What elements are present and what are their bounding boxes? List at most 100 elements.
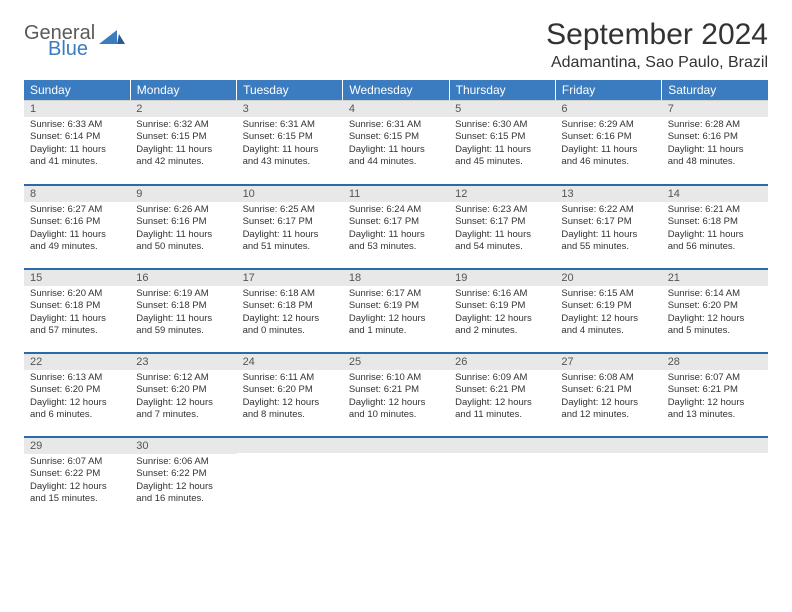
daylight-text: Daylight: 12 hours and 7 minutes. bbox=[136, 397, 230, 422]
calendar-day-cell: 5Sunrise: 6:30 AMSunset: 6:15 PMDaylight… bbox=[449, 100, 555, 184]
sunrise-text: Sunrise: 6:25 AM bbox=[243, 204, 337, 216]
day-details: Sunrise: 6:22 AMSunset: 6:17 PMDaylight:… bbox=[555, 202, 661, 259]
day-number: 24 bbox=[237, 352, 343, 370]
day-details: Sunrise: 6:28 AMSunset: 6:16 PMDaylight:… bbox=[662, 117, 768, 174]
weekday-header: Friday bbox=[555, 80, 661, 100]
calendar-day-cell: 13Sunrise: 6:22 AMSunset: 6:17 PMDayligh… bbox=[555, 184, 661, 268]
sunset-text: Sunset: 6:16 PM bbox=[561, 131, 655, 143]
day-number: 29 bbox=[24, 436, 130, 454]
day-details: Sunrise: 6:07 AMSunset: 6:22 PMDaylight:… bbox=[24, 454, 130, 511]
day-number: 14 bbox=[662, 184, 768, 202]
day-number: 15 bbox=[24, 268, 130, 286]
day-number: 10 bbox=[237, 184, 343, 202]
calendar-week-row: 29Sunrise: 6:07 AMSunset: 6:22 PMDayligh… bbox=[24, 436, 768, 520]
daylight-text: Daylight: 11 hours and 56 minutes. bbox=[668, 229, 762, 254]
daylight-text: Daylight: 11 hours and 50 minutes. bbox=[136, 229, 230, 254]
day-details: Sunrise: 6:20 AMSunset: 6:18 PMDaylight:… bbox=[24, 286, 130, 343]
calendar-day-cell: 15Sunrise: 6:20 AMSunset: 6:18 PMDayligh… bbox=[24, 268, 130, 352]
sunrise-text: Sunrise: 6:07 AM bbox=[668, 372, 762, 384]
sunrise-text: Sunrise: 6:31 AM bbox=[243, 119, 337, 131]
weekday-header-row: Sunday Monday Tuesday Wednesday Thursday… bbox=[24, 80, 768, 100]
sunrise-text: Sunrise: 6:30 AM bbox=[455, 119, 549, 131]
sunrise-text: Sunrise: 6:19 AM bbox=[136, 288, 230, 300]
calendar-week-row: 22Sunrise: 6:13 AMSunset: 6:20 PMDayligh… bbox=[24, 352, 768, 436]
day-number: 17 bbox=[237, 268, 343, 286]
weekday-header: Tuesday bbox=[237, 80, 343, 100]
sunrise-text: Sunrise: 6:11 AM bbox=[243, 372, 337, 384]
daylight-text: Daylight: 12 hours and 5 minutes. bbox=[668, 313, 762, 338]
weekday-header: Wednesday bbox=[343, 80, 449, 100]
sunset-text: Sunset: 6:21 PM bbox=[349, 384, 443, 396]
calendar-day-cell: 2Sunrise: 6:32 AMSunset: 6:15 PMDaylight… bbox=[130, 100, 236, 184]
sunset-text: Sunset: 6:19 PM bbox=[561, 300, 655, 312]
calendar-day-cell: 30Sunrise: 6:06 AMSunset: 6:22 PMDayligh… bbox=[130, 436, 236, 520]
daylight-text: Daylight: 12 hours and 11 minutes. bbox=[455, 397, 549, 422]
calendar-day-cell: 26 Sunrise: 6:09 AMSunset: 6:21 PMDayligh… bbox=[449, 352, 555, 436]
day-number: 30 bbox=[130, 436, 236, 454]
sunrise-text: Sunrise: 6:09 AM bbox=[455, 372, 549, 384]
day-number: 20 bbox=[555, 268, 661, 286]
sunset-text: Sunset: 6:20 PM bbox=[668, 300, 762, 312]
daylight-text: Daylight: 12 hours and 1 minute. bbox=[349, 313, 443, 338]
sunset-text: Sunset: 6:17 PM bbox=[561, 216, 655, 228]
calendar-day-cell: 4Sunrise: 6:31 AMSunset: 6:15 PMDaylight… bbox=[343, 100, 449, 184]
sunrise-text: Sunrise: 6:12 AM bbox=[136, 372, 230, 384]
day-number: 21 bbox=[662, 268, 768, 286]
daylight-text: Daylight: 11 hours and 49 minutes. bbox=[30, 229, 124, 254]
day-number: 4 bbox=[343, 100, 449, 117]
empty-day bbox=[449, 436, 555, 453]
day-number: 26 bbox=[449, 352, 555, 370]
sunset-text: Sunset: 6:16 PM bbox=[668, 131, 762, 143]
day-number: 8 bbox=[24, 184, 130, 202]
sunrise-text: Sunrise: 6:22 AM bbox=[561, 204, 655, 216]
day-number: 22 bbox=[24, 352, 130, 370]
calendar-day-cell: 16Sunrise: 6:19 AMSunset: 6:18 PMDayligh… bbox=[130, 268, 236, 352]
sunset-text: Sunset: 6:17 PM bbox=[455, 216, 549, 228]
empty-day bbox=[555, 436, 661, 453]
day-number: 6 bbox=[555, 100, 661, 117]
daylight-text: Daylight: 12 hours and 8 minutes. bbox=[243, 397, 337, 422]
calendar-day-cell: 11Sunrise: 6:24 AMSunset: 6:17 PMDayligh… bbox=[343, 184, 449, 268]
sunset-text: Sunset: 6:17 PM bbox=[243, 216, 337, 228]
day-number: 2 bbox=[130, 100, 236, 117]
day-number: 1 bbox=[24, 100, 130, 117]
calendar-day-cell: 19Sunrise: 6:16 AMSunset: 6:19 PMDayligh… bbox=[449, 268, 555, 352]
sunset-text: Sunset: 6:20 PM bbox=[30, 384, 124, 396]
daylight-text: Daylight: 12 hours and 15 minutes. bbox=[30, 481, 124, 506]
day-details: Sunrise: 6:06 AMSunset: 6:22 PMDaylight:… bbox=[130, 454, 236, 511]
sunset-text: Sunset: 6:21 PM bbox=[455, 384, 549, 396]
logo: General Blue bbox=[24, 18, 125, 58]
sunrise-text: Sunrise: 6:21 AM bbox=[668, 204, 762, 216]
calendar-day-cell: 8Sunrise: 6:27 AMSunset: 6:16 PMDaylight… bbox=[24, 184, 130, 268]
day-number: 9 bbox=[130, 184, 236, 202]
daylight-text: Daylight: 11 hours and 59 minutes. bbox=[136, 313, 230, 338]
sunset-text: Sunset: 6:15 PM bbox=[243, 131, 337, 143]
daylight-text: Daylight: 12 hours and 0 minutes. bbox=[243, 313, 337, 338]
daylight-text: Daylight: 11 hours and 57 minutes. bbox=[30, 313, 124, 338]
day-number: 19 bbox=[449, 268, 555, 286]
day-details: Sunrise: 6:26 AMSunset: 6:16 PMDaylight:… bbox=[130, 202, 236, 259]
sunrise-text: Sunrise: 6:20 AM bbox=[30, 288, 124, 300]
calendar-table: Sunday Monday Tuesday Wednesday Thursday… bbox=[24, 80, 768, 520]
day-details: Sunrise: 6:13 AMSunset: 6:20 PMDaylight:… bbox=[24, 370, 130, 427]
calendar-day-cell: 18Sunrise: 6:17 AMSunset: 6:19 PMDayligh… bbox=[343, 268, 449, 352]
sunset-text: Sunset: 6:18 PM bbox=[668, 216, 762, 228]
calendar-day-cell bbox=[237, 436, 343, 520]
day-number: 16 bbox=[130, 268, 236, 286]
sunset-text: Sunset: 6:18 PM bbox=[30, 300, 124, 312]
daylight-text: Daylight: 11 hours and 51 minutes. bbox=[243, 229, 337, 254]
calendar-day-cell: 28Sunrise: 6:07 AMSunset: 6:21 PMDayligh… bbox=[662, 352, 768, 436]
daylight-text: Daylight: 11 hours and 44 minutes. bbox=[349, 144, 443, 169]
day-number: 23 bbox=[130, 352, 236, 370]
day-details: Sunrise: 6:24 AMSunset: 6:17 PMDaylight:… bbox=[343, 202, 449, 259]
sunrise-text: Sunrise: 6:26 AM bbox=[136, 204, 230, 216]
sunset-text: Sunset: 6:21 PM bbox=[668, 384, 762, 396]
day-details: Sunrise: 6:11 AMSunset: 6:20 PMDaylight:… bbox=[237, 370, 343, 427]
daylight-text: Daylight: 11 hours and 41 minutes. bbox=[30, 144, 124, 169]
sunrise-text: Sunrise: 6:10 AM bbox=[349, 372, 443, 384]
calendar-day-cell: 29Sunrise: 6:07 AMSunset: 6:22 PMDayligh… bbox=[24, 436, 130, 520]
sunrise-text: Sunrise: 6:29 AM bbox=[561, 119, 655, 131]
day-details: Sunrise: 6:08 AMSunset: 6:21 PMDaylight:… bbox=[555, 370, 661, 427]
sunset-text: Sunset: 6:19 PM bbox=[455, 300, 549, 312]
calendar-day-cell: 20Sunrise: 6:15 AMSunset: 6:19 PMDayligh… bbox=[555, 268, 661, 352]
